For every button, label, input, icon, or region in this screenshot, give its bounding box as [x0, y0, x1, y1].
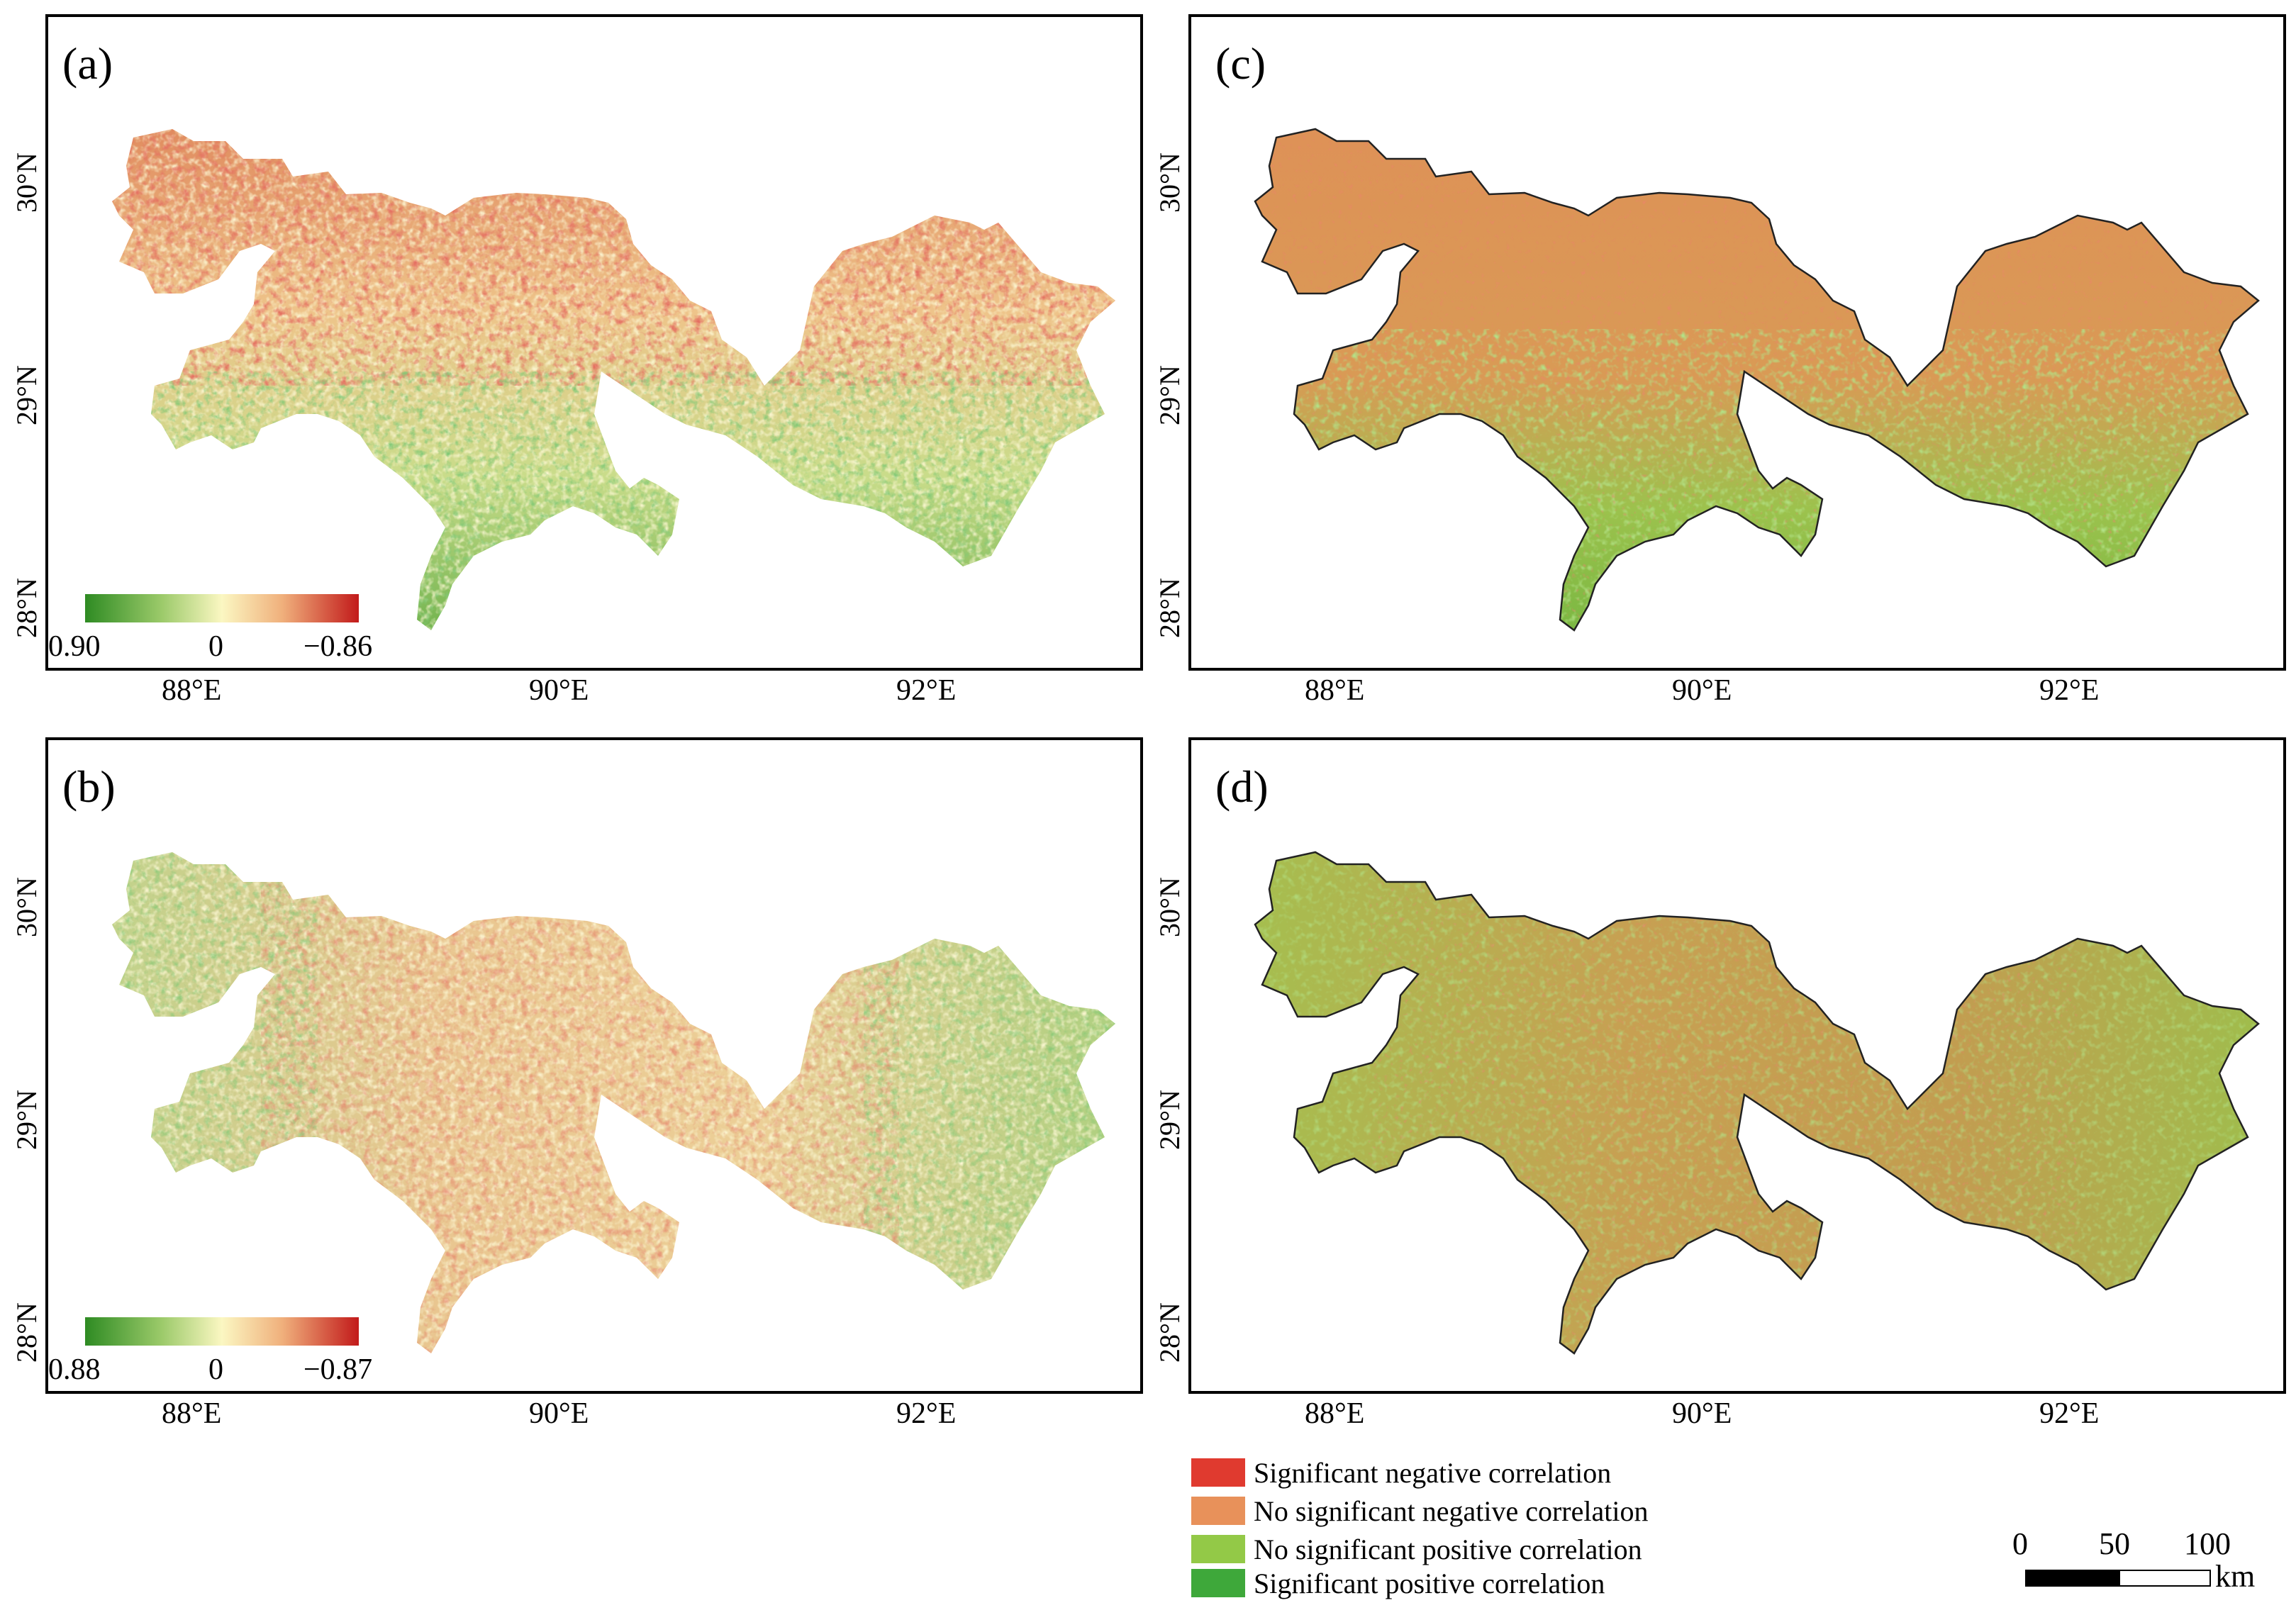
longitude-label: 92°E — [2039, 1397, 2100, 1430]
longitude-label: 88°E — [162, 1397, 222, 1430]
scale-tick-label: 100 — [2184, 1526, 2231, 1561]
legend-item: No significant negative correlation — [1191, 1494, 1648, 1527]
colorbar-mid-label: 0 — [208, 1353, 223, 1386]
longitude-label: 90°E — [1672, 674, 1732, 707]
latitude-label: 30°N — [1154, 877, 1186, 937]
region-map-b — [112, 852, 1115, 1353]
latitude-label: 30°N — [1154, 152, 1186, 213]
legend-item: No significant positive correlation — [1191, 1533, 1642, 1565]
latitude-label: 28°N — [11, 578, 43, 638]
colorbar-mid-label: 0 — [208, 630, 223, 663]
scale-tick-label: 0 — [2012, 1526, 2028, 1561]
longitude-label: 92°E — [896, 1397, 957, 1430]
latitude-label: 28°N — [1154, 1302, 1186, 1363]
longitude-label: 90°E — [529, 1397, 589, 1430]
latitude-label: 29°N — [11, 1090, 43, 1150]
region-map-a — [112, 129, 1115, 630]
longitude-label: 92°E — [2039, 674, 2100, 707]
colorbar-max-label: −0.87 — [303, 1353, 373, 1386]
latitude-label: 30°N — [11, 877, 43, 937]
legend-item: Significant negative correlation — [1191, 1456, 1611, 1489]
colorbar-min-label: 0.88 — [48, 1353, 101, 1386]
panel-label: (d) — [1215, 761, 1269, 812]
map-panel-d: (d) — [1188, 737, 2286, 1394]
region-map-d — [1254, 851, 2260, 1355]
longitude-label: 88°E — [162, 674, 222, 707]
map-panel-b: (b) — [45, 737, 1143, 1394]
longitude-label: 88°E — [1305, 1397, 1365, 1430]
legend-swatch — [1191, 1569, 1245, 1597]
legend-label: No significant negative correlation — [1254, 1494, 1649, 1527]
legend-label: Significant positive correlation — [1254, 1567, 1605, 1599]
panel-label: (a) — [62, 38, 113, 89]
legend-swatch — [1191, 1535, 1245, 1563]
legend-label: Significant negative correlation — [1254, 1456, 1612, 1489]
colorbar-max-label: −0.86 — [303, 630, 373, 663]
colorbar-min-label: 0.90 — [48, 630, 101, 663]
scale-tick-label: 50 — [2099, 1526, 2130, 1561]
map-panel-a: (a) — [45, 14, 1143, 671]
colorbar — [85, 594, 359, 622]
colorbar — [85, 1317, 359, 1346]
legend-label: No significant positive correlation — [1254, 1533, 1642, 1565]
panel-label: (b) — [62, 761, 116, 812]
latitude-label: 28°N — [1154, 578, 1186, 638]
scale-bar-graphic — [2025, 1570, 2211, 1587]
scale-unit: km — [2215, 1559, 2256, 1594]
longitude-label: 92°E — [896, 674, 957, 707]
legend-item: Significant positive correlation — [1191, 1567, 1605, 1599]
latitude-label: 29°N — [1154, 365, 1186, 425]
map-panel-c: (c) — [1188, 14, 2286, 671]
latitude-label: 29°N — [11, 365, 43, 425]
legend-swatch — [1191, 1497, 1245, 1525]
longitude-label: 88°E — [1305, 674, 1365, 707]
legend-swatch — [1191, 1458, 1245, 1487]
longitude-label: 90°E — [1672, 1397, 1732, 1430]
latitude-label: 28°N — [11, 1302, 43, 1363]
latitude-label: 30°N — [11, 152, 43, 213]
region-map-c — [1254, 128, 2260, 632]
panel-label: (c) — [1215, 38, 1266, 89]
latitude-label: 29°N — [1154, 1090, 1186, 1150]
longitude-label: 90°E — [529, 674, 589, 707]
